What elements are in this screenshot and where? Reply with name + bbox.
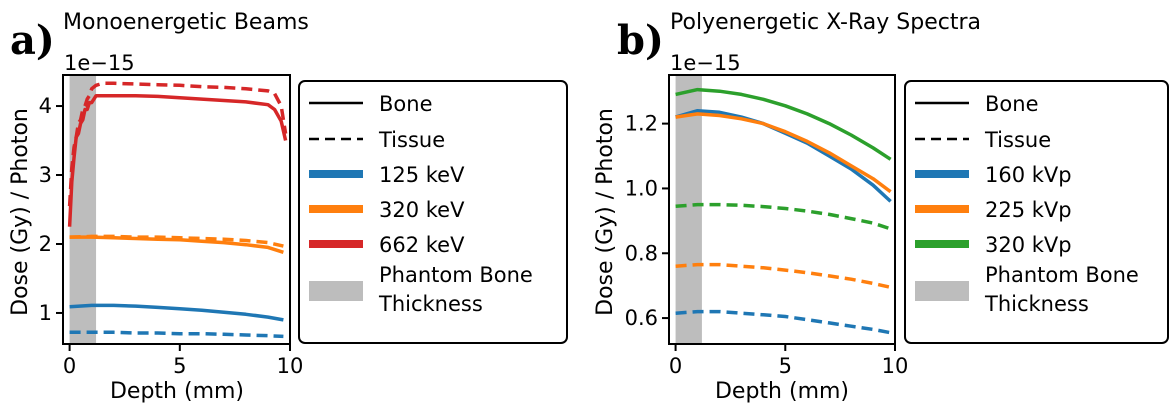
legend-label: Phantom Bone [379, 263, 533, 287]
x-tick-label: 10 [277, 354, 304, 378]
legend-frame [298, 80, 568, 344]
legend-label: Bone [379, 92, 432, 116]
legend-label: 160 kVp [985, 163, 1072, 187]
legend-label: 662 keV [379, 233, 465, 257]
legend-frame [904, 80, 1169, 344]
legend-label: 320 keV [379, 198, 465, 222]
panel-a-title: Monoenergetic Beams [63, 10, 309, 35]
x-tick-label: 5 [779, 354, 792, 378]
legend-label: Tissue [984, 128, 1051, 152]
panel-b-ylabel: Dose (Gy) / Photon [593, 108, 618, 316]
series-group [675, 87, 892, 335]
panel-a-letter: a) [10, 17, 55, 64]
legend-label: 225 kVp [985, 198, 1072, 222]
y-tick-label: 3 [39, 163, 52, 187]
panel-b-letter: b) [617, 17, 664, 64]
panel-a-legend: Bone Tissue 125 keV 320 keV 662 keV Phantom B… [298, 80, 568, 344]
series-line-125-kev-dashed [69, 330, 284, 339]
y-tick-label: 0.8 [625, 241, 658, 265]
bone-thickness-band [675, 75, 702, 344]
axes-frame [62, 74, 291, 345]
y-tick-label: 1.2 [625, 112, 658, 136]
series-line-320-kvp-dashed [675, 202, 892, 231]
legend-label: Thickness [378, 292, 483, 316]
legend-handle-phantom-bone [915, 281, 969, 301]
panel-b-xlabel: Depth (mm) [715, 379, 849, 404]
series-group [67, 81, 288, 339]
panel-b-title: Polyenergetic X-Ray Spectra [670, 10, 981, 35]
panel-a-xlabel: Depth (mm) [110, 379, 244, 404]
legend-handle-phantom-bone [309, 281, 363, 301]
y-tick-label: 0.6 [625, 306, 658, 330]
panel-a-plot-area: 1 2 3 4 0 5 10 [39, 74, 304, 378]
y-tick-label: 1.0 [625, 176, 658, 200]
series-line-125-kev-solid [69, 303, 284, 322]
panel-b: b) Polyenergetic X-Ray Spectra 1e−15 Dep… [593, 10, 1169, 404]
y-tick-label: 1 [39, 301, 52, 325]
legend-label: Bone [985, 92, 1038, 116]
panel-b-legend: Bone Tissue 160 kVp 225 kVp 320 kVp Phantom B… [904, 80, 1169, 344]
legend-label: 125 keV [379, 163, 465, 187]
series-line-662-kev-solid [67, 93, 288, 227]
series-line-160-kvp-dashed [675, 309, 891, 335]
panel-a-multiplier: 1e−15 [64, 51, 135, 75]
y-tick-label: 4 [39, 94, 52, 118]
y-tick-label: 2 [39, 232, 52, 256]
panel-b-plot-area: 0.6 0.8 1.0 1.2 0 5 10 [625, 74, 909, 378]
x-tick-label: 0 [669, 354, 682, 378]
x-tick-label: 10 [882, 354, 909, 378]
panel-b-multiplier: 1e−15 [670, 51, 741, 75]
series-line-320-kvp-solid [675, 87, 892, 161]
panel-a: a) Monoenergetic Beams 1e−15 Depth (mm) … [8, 10, 568, 404]
series-line-160-kvp-solid [675, 108, 892, 203]
panel-a-ylabel: Dose (Gy) / Photon [8, 108, 33, 316]
series-line-662-kev-dashed [67, 81, 288, 207]
legend-label: Tissue [378, 128, 445, 152]
x-tick-label: 0 [63, 354, 76, 378]
series-line-320-kev-dashed [69, 234, 284, 248]
legend-label: Thickness [984, 292, 1089, 316]
axes-frame [668, 74, 896, 345]
legend-label: Phantom Bone [985, 263, 1139, 287]
legend-label: 320 kVp [985, 233, 1072, 257]
x-tick-label: 5 [173, 354, 186, 378]
series-line-225-kvp-solid [675, 112, 892, 194]
series-line-225-kvp-dashed [675, 262, 891, 290]
